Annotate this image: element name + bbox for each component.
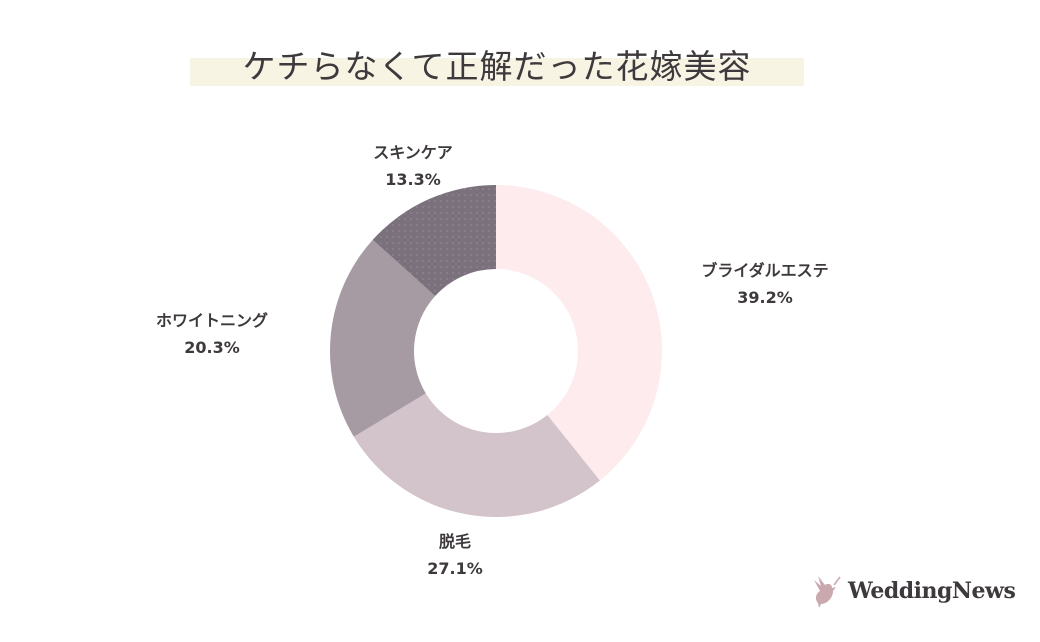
weddingnews-logo: WeddingNews [812, 574, 1016, 608]
label-skincare: スキンケア 13.3% [373, 143, 453, 189]
logo-text: WeddingNews [848, 578, 1016, 604]
chart-title: ケチらなくて正解だった花嫁美容 [242, 47, 752, 86]
slice-2 [329, 239, 436, 437]
title-highlight [190, 58, 804, 86]
slice-0 [496, 185, 662, 481]
slice-pattern [372, 185, 496, 297]
dove-icon [814, 576, 841, 608]
label-bridal-esthe: ブライダルエステ 39.2% [701, 261, 829, 307]
slice-1 [353, 393, 600, 517]
label-hair-removal: 脱毛 27.1% [427, 532, 483, 578]
label-whitening: ホワイトニング 20.3% [155, 311, 268, 357]
